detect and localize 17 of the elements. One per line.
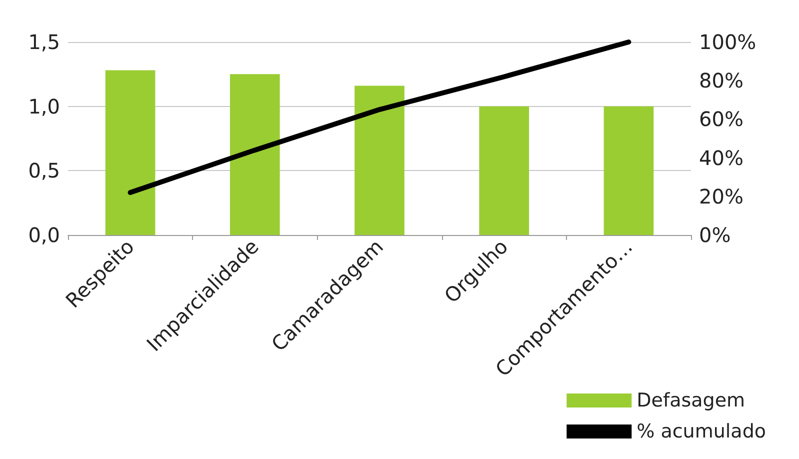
y2-tick-label: 20% (699, 184, 744, 208)
y-tick-label: 0,5 (28, 158, 60, 183)
y2-tick-label: 0% (699, 223, 731, 247)
bar (604, 106, 654, 235)
bar (230, 74, 280, 235)
y-tick-label: 0,0 (28, 223, 60, 247)
y2-tick-label: 60% (699, 107, 744, 132)
bar (479, 106, 530, 235)
y2-tick-label: 40% (699, 146, 744, 170)
y2-tick-label: 80% (699, 68, 744, 93)
y-tick-label: 1,5 (28, 30, 60, 54)
legend-label: Defasagem (636, 390, 746, 412)
y-tick-label: 1,0 (28, 94, 60, 118)
bar (354, 86, 404, 235)
legend-label: % acumulado (636, 420, 766, 442)
y2-tick-label: 100% (699, 30, 756, 54)
bar (105, 70, 156, 235)
